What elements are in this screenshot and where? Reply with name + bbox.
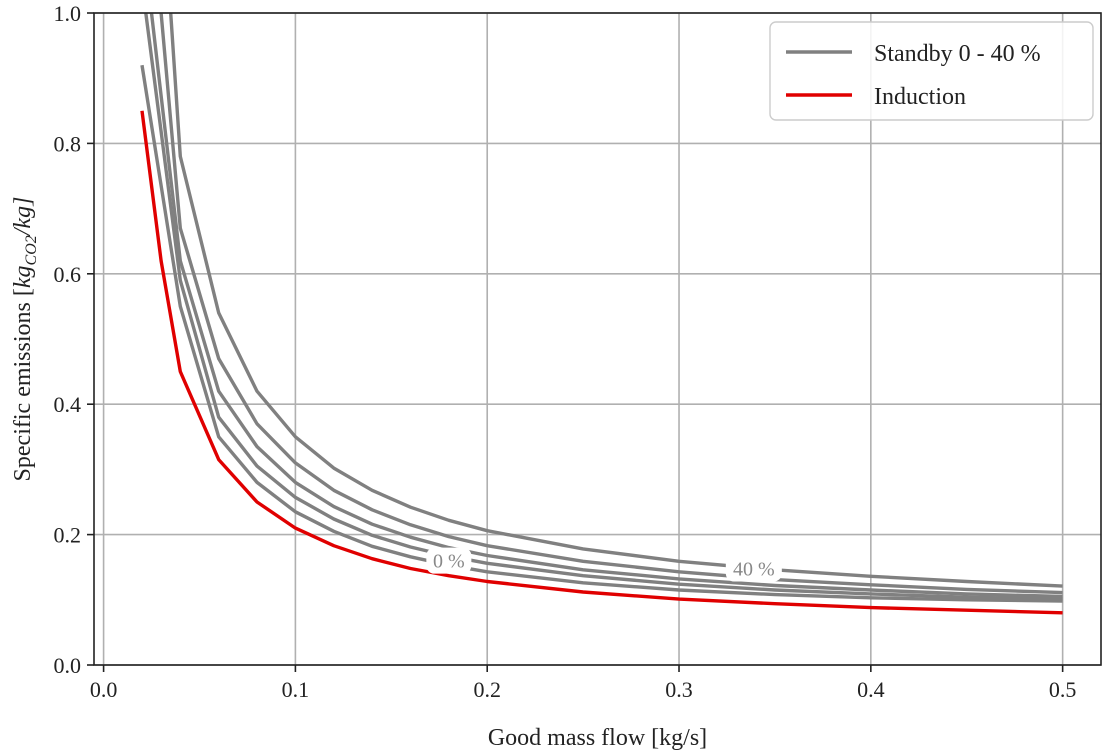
y-axis-label-main: Specific emissions [ bbox=[10, 288, 36, 481]
x-tick-label: 0.3 bbox=[665, 677, 693, 702]
x-tick-label: 0.1 bbox=[282, 677, 310, 702]
grid bbox=[94, 12, 1101, 666]
curve-label-bg bbox=[426, 547, 472, 574]
series-line-2 bbox=[149, 13, 1063, 599]
ticks: 0.0 0.1 0.2 0.3 0.4 0.5 0.0 0.2 0.4 0.6 0.8 1.0 bbox=[54, 1, 1077, 702]
y-tick-label: 1.0 bbox=[54, 1, 82, 26]
legend: Standby 0 - 40 % Induction bbox=[769, 21, 1094, 121]
y-tick-label: 0.8 bbox=[54, 131, 82, 156]
x-axis-label: Good mass flow [kg/s] bbox=[488, 725, 707, 751]
y-tick-label: 0.4 bbox=[54, 392, 82, 417]
y-tick-label: 0.2 bbox=[54, 523, 82, 548]
x-tick-label: 0.4 bbox=[857, 677, 885, 702]
series-line-5 bbox=[140, 110, 1063, 615]
y-axis-label: Specific emissions [kgCO2/kg] bbox=[10, 197, 40, 482]
curve-labels: 0 % 40 % bbox=[426, 547, 782, 582]
y-axis-label-unit-base: kg bbox=[10, 265, 36, 288]
plot-frame bbox=[93, 12, 1102, 666]
y-axis-label-unit-sub: CO2 bbox=[23, 235, 40, 265]
legend-label-1: Induction bbox=[874, 84, 966, 110]
y-tick-label: 0.6 bbox=[54, 262, 82, 287]
curve-label-1: 40 % bbox=[733, 559, 775, 581]
curve-label-bg bbox=[725, 555, 782, 582]
series-line-4 bbox=[169, 13, 1063, 588]
curve-label-0: 0 % bbox=[433, 551, 465, 573]
y-axis-label-unit-tail: /kg] bbox=[10, 197, 36, 238]
x-tick-label: 0.5 bbox=[1049, 677, 1077, 702]
y-tick-label: 0.0 bbox=[54, 653, 82, 678]
x-tick-label: 0.0 bbox=[90, 677, 118, 702]
legend-label-0: Standby 0 - 40 % bbox=[874, 41, 1041, 67]
x-tick-label: 0.2 bbox=[473, 677, 501, 702]
series-line-3 bbox=[159, 13, 1063, 595]
